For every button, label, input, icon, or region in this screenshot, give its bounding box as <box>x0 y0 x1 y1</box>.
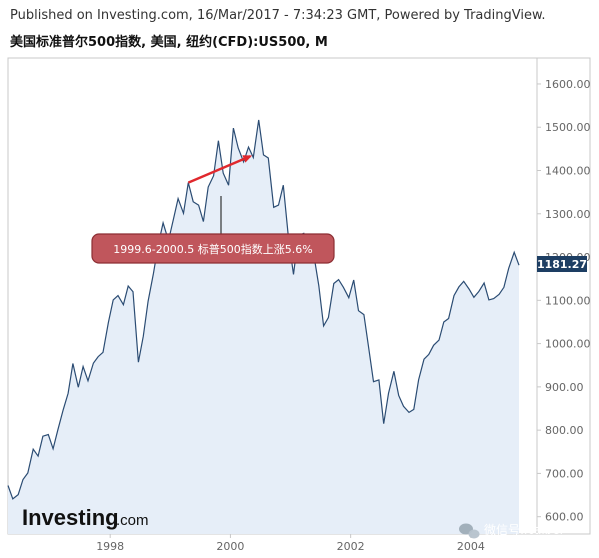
logo-suffix: .com <box>116 512 149 529</box>
x-tick-label: 2000 <box>216 540 244 553</box>
callout-box <box>91 233 335 264</box>
y-tick-label: 1100.00 <box>545 294 591 307</box>
price-line <box>7 119 520 500</box>
y-tick-label: 700.00 <box>545 467 584 480</box>
y-tick-label: 600.00 <box>545 511 584 524</box>
callout-text: 1999.6-2000.5 标普500指数上涨5.6% <box>113 242 312 256</box>
y-tick-label: 800.00 <box>545 424 584 437</box>
chart-area[interactable]: 1600.001500.001400.001300.001200.001100.… <box>0 56 599 558</box>
y-tick-label: 1400.00 <box>545 165 591 178</box>
wechat-icon <box>459 523 480 539</box>
y-tick-label: 900.00 <box>545 381 584 394</box>
x-tick-label: 2004 <box>457 540 485 553</box>
last-price-badge <box>537 256 587 272</box>
logo-wordmark: Investing <box>22 505 119 530</box>
chart-header: Published on Investing.com, 16/Mar/2017 … <box>0 0 599 56</box>
published-line: Published on Investing.com, 16/Mar/2017 … <box>10 8 546 23</box>
y-tick-label: 1600.00 <box>545 78 591 91</box>
x-tick-label: 1998 <box>96 540 124 553</box>
y-tick-label: 1000.00 <box>545 338 591 351</box>
y-tick-label: 1300.00 <box>545 208 591 221</box>
y-axis-ticks: 1600.001500.001400.001300.001200.001100.… <box>537 78 591 524</box>
watermark-text: 微信号:icaibei <box>484 523 563 537</box>
last-price-value: 1181.27 <box>537 258 587 271</box>
wechat-watermark: 微信号:icaibei <box>459 523 563 539</box>
last-price-label: 1181.27 <box>537 256 587 272</box>
price-area-fill <box>8 119 519 535</box>
x-axis-ticks: 1998 2000 2002 2004 <box>96 534 485 553</box>
trend-arrow <box>187 155 253 184</box>
instrument-title: 美国标准普尔500指数, 美国, 纽约(CFD):US500, M <box>10 35 328 50</box>
investing-logo: Investing .com <box>22 505 149 530</box>
x-tick-label: 2002 <box>337 540 365 553</box>
price-chart-svg[interactable]: 1600.001500.001400.001300.001200.001100.… <box>0 56 599 558</box>
y-tick-label: 1500.00 <box>545 121 591 134</box>
